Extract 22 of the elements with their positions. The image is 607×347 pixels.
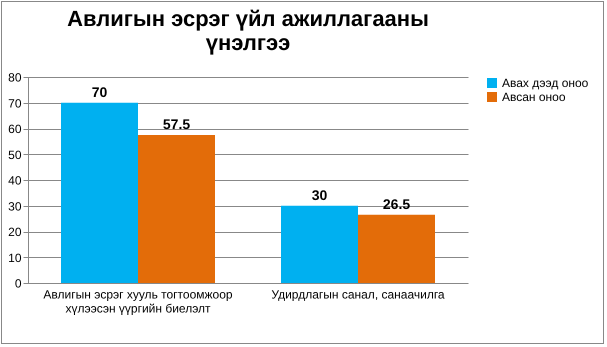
x-tick-label: Удирдлагын санал, санаачилга: [271, 288, 445, 302]
y-tick-label: 80: [8, 70, 22, 84]
legend-label: Авсан оноо: [502, 90, 566, 104]
x-tick-label: Авлигын эсрэг хууль тогтоомжоор хүлээсэн үүргийн биелэлт: [43, 288, 233, 316]
data-label: 70: [92, 84, 108, 100]
legend-label: Авах дээд оноо: [502, 76, 589, 90]
bar: [138, 134, 215, 283]
y-tick-label: 0: [14, 276, 22, 290]
y-tick-label: 70: [8, 96, 22, 110]
data-label: 57.5: [162, 116, 190, 132]
y-tick-label: 60: [8, 122, 22, 136]
y-tick-label: 30: [8, 199, 22, 214]
bar: [61, 102, 138, 283]
bar: [281, 206, 358, 283]
y-tick-label: 20: [8, 225, 22, 239]
y-tick-label: 10: [8, 250, 22, 265]
data-label: 26.5: [382, 196, 410, 212]
y-tick-label: 50: [8, 148, 22, 162]
chart-title: Авлигын эсрэг үйл ажиллагааны үнэлгээ: [67, 6, 429, 55]
bar: [358, 214, 435, 283]
data-label: 30: [312, 186, 328, 203]
y-tick-label: 40: [8, 174, 22, 188]
